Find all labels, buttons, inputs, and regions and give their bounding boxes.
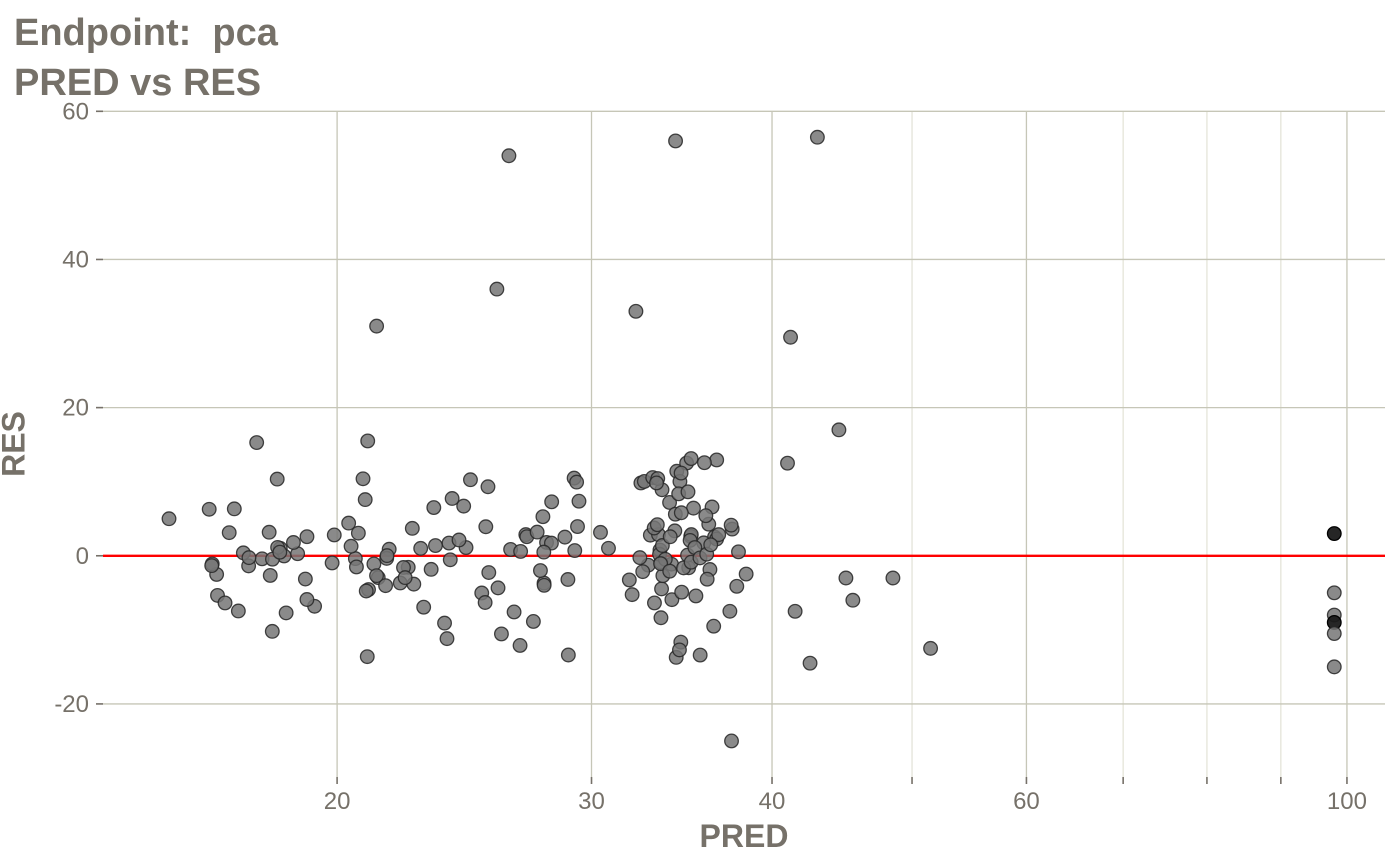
svg-text:40: 40 [759, 788, 786, 815]
svg-text:30: 30 [578, 788, 605, 815]
svg-text:0: 0 [76, 543, 89, 570]
svg-text:60: 60 [1013, 788, 1040, 815]
svg-text:20: 20 [62, 395, 89, 422]
svg-text:-20: -20 [54, 691, 89, 718]
svg-text:20: 20 [324, 788, 351, 815]
svg-text:100: 100 [1327, 788, 1367, 815]
svg-text:40: 40 [62, 246, 89, 273]
